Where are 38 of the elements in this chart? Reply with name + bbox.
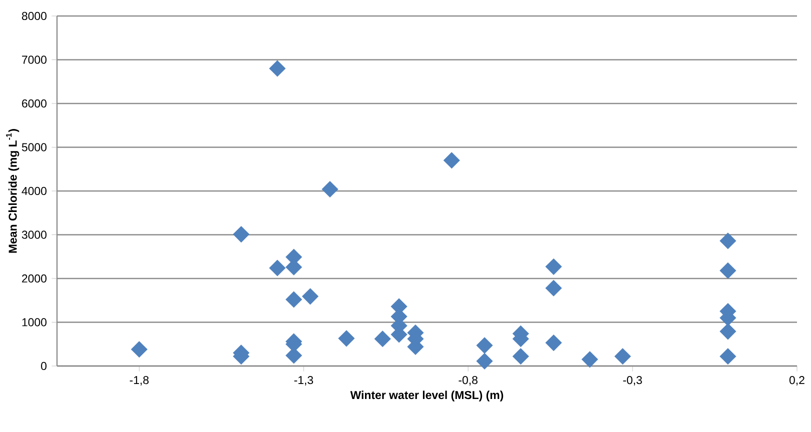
point <box>545 258 562 275</box>
point <box>374 330 391 348</box>
point <box>476 352 493 370</box>
point <box>614 348 631 365</box>
x-tick-label: -0,3 <box>623 376 642 386</box>
x-tick-label: 0,2 <box>789 376 804 386</box>
x-tick-label: -1,8 <box>130 376 149 386</box>
point <box>476 337 493 354</box>
point <box>720 323 736 340</box>
y-tick-label: 3000 <box>22 230 46 239</box>
point <box>443 152 460 169</box>
y-tick-label: 5000 <box>22 143 46 152</box>
point <box>131 341 148 358</box>
point <box>720 348 736 365</box>
y-tick-label: 1000 <box>22 318 46 326</box>
x-tick-label: -0,8 <box>458 376 478 386</box>
x-tick-label: -1,3 <box>294 376 314 386</box>
y-axis-title: Mean Chloride (mg L$^{-1}$) <box>6 129 20 253</box>
point <box>269 260 286 276</box>
y-tick-label: 8000 <box>22 12 46 20</box>
point <box>720 232 736 250</box>
point <box>338 330 355 347</box>
point <box>302 288 318 305</box>
point <box>232 226 250 242</box>
point <box>286 291 302 308</box>
point <box>720 262 736 279</box>
y-tick-label: 7000 <box>22 56 46 64</box>
y-tick-label: 2000 <box>22 274 46 283</box>
point <box>545 334 562 351</box>
y-tick-label: 6000 <box>22 99 46 108</box>
point <box>545 280 562 296</box>
point <box>582 351 598 368</box>
y-tick-label: 4000 <box>22 186 46 196</box>
point <box>322 181 338 198</box>
y-tick-label: 0 <box>41 362 47 370</box>
point <box>512 348 529 365</box>
point <box>269 60 286 77</box>
x-axis-title: Winter water level (MSL) (m) <box>350 390 504 402</box>
